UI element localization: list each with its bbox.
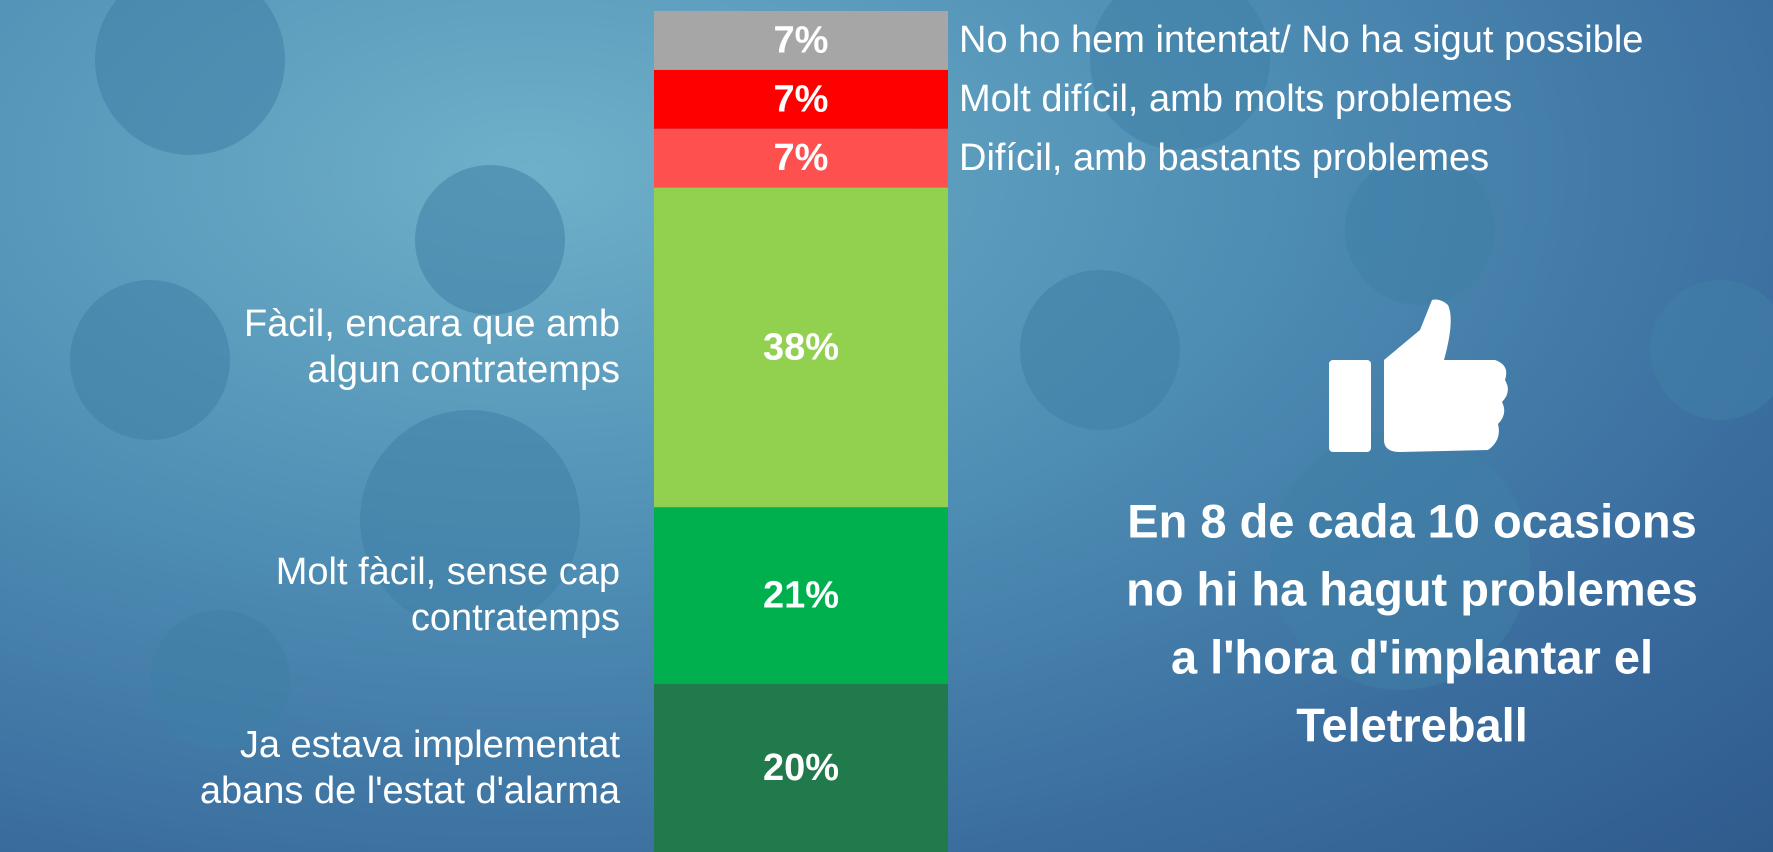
- annotation: no hi ha hagut problemes: [1126, 563, 1698, 616]
- category-label: Ja estava implementat abans de l'estat d…: [199, 723, 620, 812]
- category-label: Fàcil, encara que amb algun contratemps: [244, 303, 620, 392]
- bar-segment: [654, 11, 948, 70]
- annotation: En 8 de cada 10 ocasions: [1127, 495, 1697, 548]
- value-label: 7%: [774, 78, 829, 120]
- category-label: No ho hem intentat/ No ha sigut possible: [959, 19, 1644, 62]
- category-label: Molt difícil, amb molts problemes: [959, 78, 1513, 121]
- annotation: Teletreball: [1296, 699, 1528, 752]
- category-label: Difícil, amb bastants problemes: [959, 137, 1490, 180]
- annotation: a l'hora d'implantar el: [1171, 631, 1653, 684]
- value-label: 20%: [763, 747, 839, 789]
- bar-segment: [654, 128, 948, 188]
- category-label: Molt fàcil, sense cap contratemps: [275, 551, 620, 640]
- bar-segment: [654, 69, 948, 129]
- value-label: 7%: [774, 19, 829, 61]
- thumbs-up-icon: [1329, 299, 1508, 452]
- value-label: 7%: [774, 137, 829, 179]
- value-label: 38%: [763, 326, 839, 368]
- bar-segment: [654, 187, 948, 508]
- value-label: 21%: [763, 574, 839, 616]
- virus-decoration: [70, 0, 1773, 750]
- bar-segment: [654, 683, 948, 852]
- bar-segment: [654, 507, 948, 684]
